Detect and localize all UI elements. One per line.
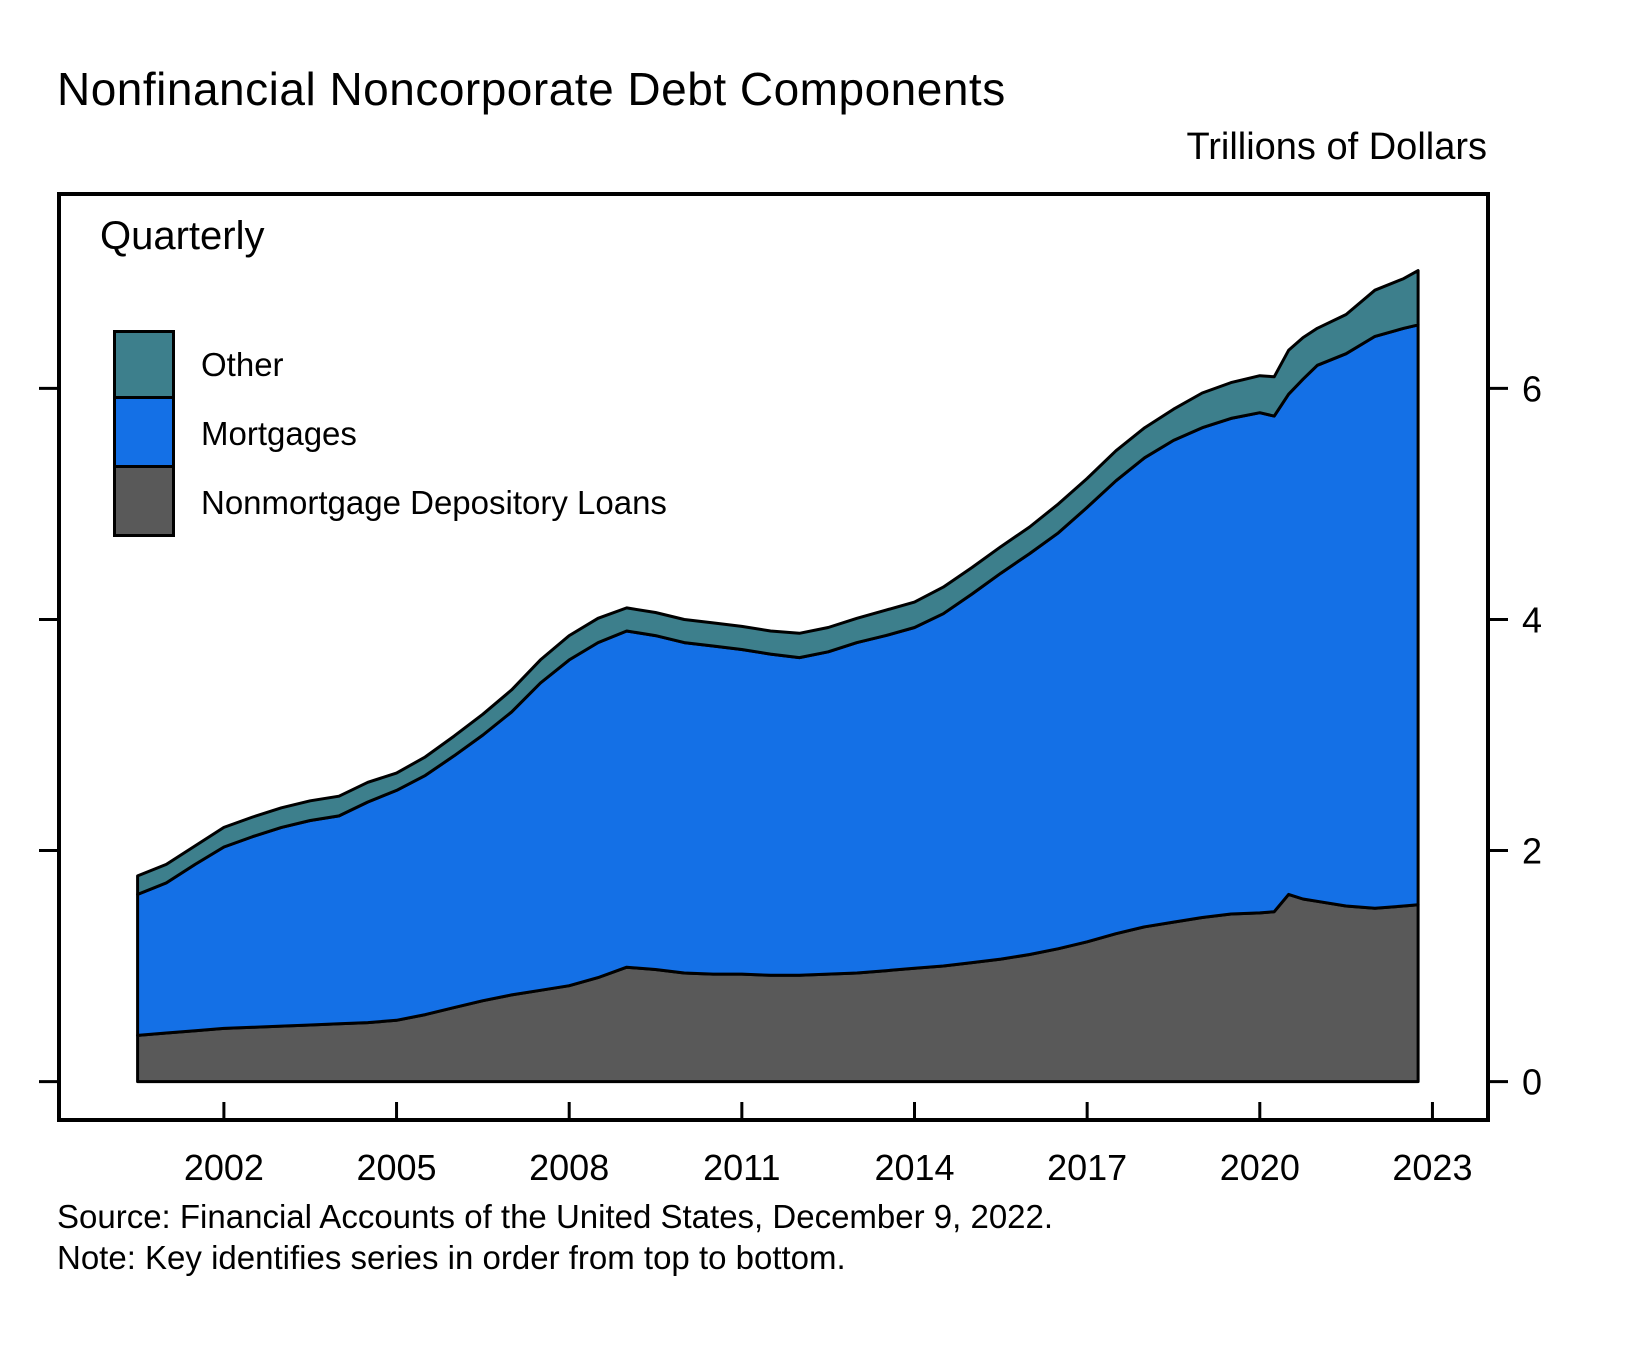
legend-label-mortgages: Mortgages xyxy=(201,414,357,452)
source-note: Source: Financial Accounts of the United… xyxy=(57,1196,1053,1278)
source-line: Source: Financial Accounts of the United… xyxy=(57,1198,1054,1235)
x-tick-label: 2014 xyxy=(874,1147,954,1188)
plot-area: 2002 2005 2008 2011 2014 2017 2020 2023 0 2 4 6 xyxy=(39,192,1542,1188)
note-line: Note: Key identifies series in order fro… xyxy=(57,1239,846,1276)
units-label: Trillions of Dollars xyxy=(1186,126,1487,168)
y-tick-label: 2 xyxy=(1522,831,1542,872)
legend-label-other: Other xyxy=(201,345,284,383)
legend-item-other: Other xyxy=(113,330,667,399)
legend-item-nonmortgage-depository-loans: Nonmortgage Depository Loans xyxy=(113,468,667,537)
legend-label-nonmortgage-depository-loans: Nonmortgage Depository Loans xyxy=(201,483,667,521)
x-tick-label: 2011 xyxy=(703,1147,780,1188)
x-tick-label: 2017 xyxy=(1047,1147,1127,1188)
legend-swatch-mortgages xyxy=(113,399,175,468)
legend-item-mortgages: Mortgages xyxy=(113,399,667,468)
x-tick-label: 2002 xyxy=(184,1147,264,1188)
x-tick-label: 2023 xyxy=(1392,1147,1472,1188)
chart-svg: 2002 2005 2008 2011 2014 2017 2020 2023 0 2 4 6 xyxy=(39,192,1542,1188)
frequency-label: Quarterly xyxy=(100,214,265,258)
legend-swatch-other xyxy=(113,330,175,399)
x-tick-label: 2008 xyxy=(529,1147,609,1188)
y-tick-label: 0 xyxy=(1522,1062,1542,1103)
y-tick-label: 6 xyxy=(1522,368,1542,409)
page-title: Nonfinancial Noncorporate Debt Component… xyxy=(57,63,1006,115)
x-tick-label: 2005 xyxy=(356,1147,436,1188)
x-tick-label: 2020 xyxy=(1220,1147,1300,1188)
legend: Other Mortgages Nonmortgage Depository L… xyxy=(113,330,667,537)
area-other xyxy=(136,269,1420,896)
plot-border xyxy=(57,192,1490,1122)
legend-swatch-nonmortgage-depository-loans xyxy=(113,468,175,537)
y-tick-label: 4 xyxy=(1522,599,1542,640)
